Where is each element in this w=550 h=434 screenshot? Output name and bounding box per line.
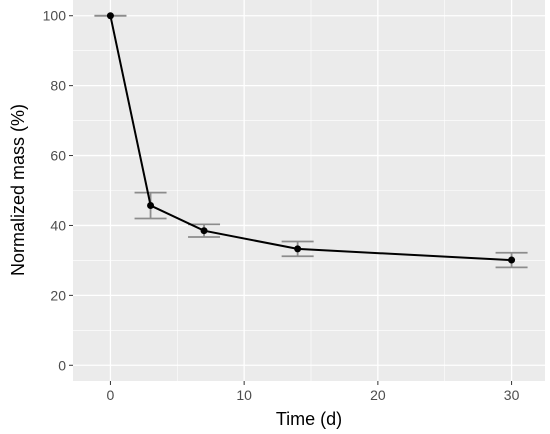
axis-ticks bbox=[69, 15, 513, 385]
data-points bbox=[106, 12, 516, 264]
x-tick-label: 0 bbox=[107, 387, 115, 403]
x-tick-label: 30 bbox=[504, 387, 520, 403]
x-tick-label: 20 bbox=[370, 387, 386, 403]
data-point bbox=[106, 12, 114, 20]
data-point bbox=[508, 256, 516, 264]
x-tick-label: 10 bbox=[236, 387, 252, 403]
y-tick-label: 60 bbox=[50, 148, 66, 164]
y-tick-label: 0 bbox=[58, 357, 66, 373]
y-tick-label: 40 bbox=[50, 217, 66, 233]
y-tick-labels: 0 20 40 60 80 100 bbox=[43, 8, 67, 374]
y-axis-title: Normalized mass (%) bbox=[8, 104, 28, 276]
x-axis-title: Time (d) bbox=[276, 409, 342, 429]
data-point bbox=[294, 245, 302, 253]
y-tick-label: 20 bbox=[50, 287, 66, 303]
x-tick-labels: 0 10 20 30 bbox=[107, 387, 520, 403]
y-tick-label: 80 bbox=[50, 78, 66, 94]
data-point bbox=[147, 202, 155, 210]
y-tick-label: 100 bbox=[43, 8, 67, 24]
grid bbox=[73, 0, 545, 381]
data-point bbox=[200, 227, 208, 235]
